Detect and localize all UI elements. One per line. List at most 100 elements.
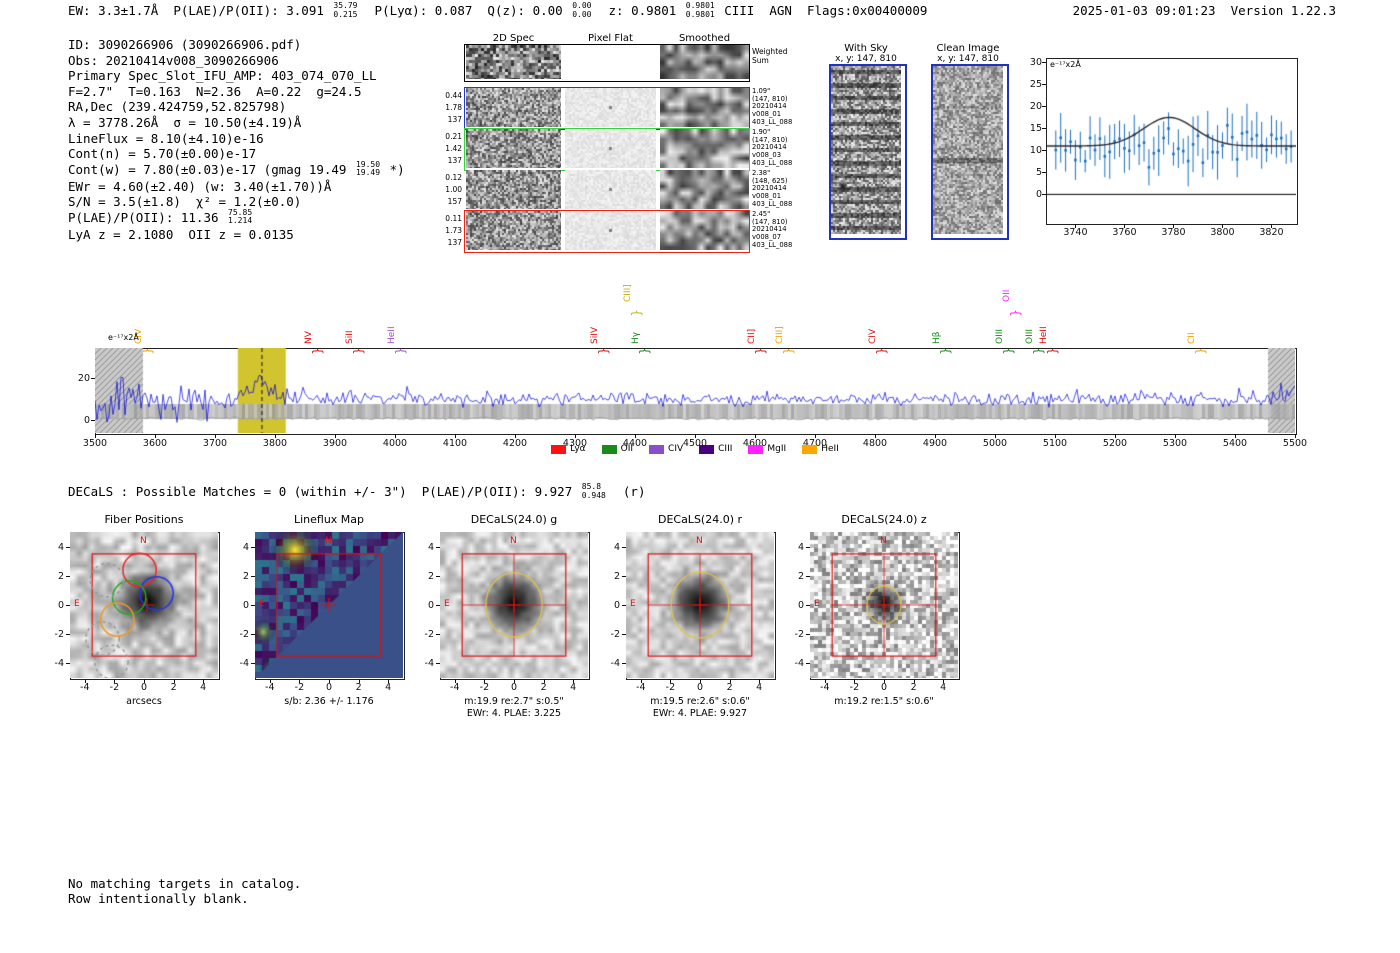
spec2d-row-pixelflat	[565, 170, 656, 209]
info-line-6-text-0: LineFlux = 8.10(±4.10)e-16	[68, 130, 264, 146]
legend-item-mgii: MgII	[748, 444, 786, 454]
mainplot-xtick: 3500	[82, 438, 108, 449]
axis-tick-mark	[622, 605, 626, 606]
compass-east: E	[814, 599, 820, 609]
axis-tick-mark	[815, 434, 816, 438]
mainplot-xtick: 4000	[382, 438, 408, 449]
cutout-ytick: 4	[613, 541, 620, 553]
spec2d-right-value: 1.90"	[752, 128, 771, 136]
axis-tick-mark	[436, 546, 440, 548]
cleanimage-image	[933, 66, 1003, 234]
spec2d-weighted-2dspec	[466, 45, 561, 79]
cutout-xtick: 4	[200, 682, 207, 693]
spec2d-left-value: 137	[447, 115, 462, 124]
mainplot-xtick: 5200	[1102, 438, 1128, 449]
mainplot-xtick: 3700	[202, 438, 228, 449]
axis-tick-mark	[755, 434, 756, 438]
header-frac-5-top: 0.9801	[685, 1, 715, 10]
header-frac-5-bottom: 0.9801	[685, 9, 715, 19]
mainplot-ytick: 20	[77, 372, 90, 384]
axis-tick-mark	[1175, 434, 1176, 438]
spec2d-row-smoothed	[660, 129, 749, 168]
mainplot-ytick: 0	[83, 415, 90, 427]
mainplot-xtick: 5100	[1042, 438, 1068, 449]
header-frac-1-bottom: 0.215	[333, 9, 358, 19]
header-date-version: 2025-01-03 09:01:23 Version 1.22.3	[1072, 3, 1336, 18]
header-frac-1: 35.79 0.215	[333, 1, 358, 19]
cutout-ytick: 0	[427, 600, 434, 611]
info-line-7-text-0: Cont(n) = 5.70(±0.00)e-17	[68, 146, 257, 162]
axis-tick-mark	[943, 679, 945, 683]
cutout-xtick: 2	[726, 682, 733, 693]
header-text-6: CIII AGN Flags:0x00400009	[716, 3, 928, 18]
mainplot-canvas	[95, 348, 1295, 433]
axis-tick-mark	[155, 434, 156, 438]
axis-tick-mark	[913, 679, 915, 683]
spec2d-col-title: Smoothed	[678, 33, 731, 44]
mainplot-xtick: 4700	[802, 438, 828, 449]
info-line-4-text-0: RA,Dec (239.424759,52.825798)	[68, 99, 287, 115]
line-marker-label-oiii: OIII	[1025, 328, 1035, 344]
spec2d-col-title: Pixel Flat	[588, 33, 633, 44]
legend-item-civ: CIV	[649, 444, 683, 454]
detection-info-block: ID: 3090266906 (3090266906.pdf) Obs: 2021…	[68, 37, 405, 243]
cutout-ytick: -4	[54, 658, 64, 670]
cutout-xtick: 4	[940, 682, 947, 693]
fitplot-xtick: 3820	[1259, 227, 1284, 238]
cutout-ytick: -4	[239, 658, 249, 670]
spec2d-right-value: (148, 625)	[752, 176, 788, 185]
spec2d-row-right-labels: 2.45" (147, 810) 20210414 v008_07 403_LL_088	[752, 210, 802, 250]
cutout-ytick: 0	[797, 600, 804, 611]
cutout-xtick: -4	[636, 682, 646, 693]
axis-tick-mark	[66, 634, 70, 636]
cutout-xtick: 2	[170, 682, 177, 693]
mainplot-units-annotation: e⁻¹⁷x2Å	[108, 333, 139, 342]
compass-east: E	[259, 599, 265, 609]
cutout-image-1	[255, 532, 403, 678]
mainplot-xtick: 4800	[862, 438, 888, 449]
axis-tick-mark	[66, 605, 70, 606]
weighted-row-border	[464, 44, 750, 82]
spec2d-row-pixelflat	[565, 129, 656, 168]
axis-tick-mark	[484, 679, 486, 683]
axis-tick-mark	[640, 679, 642, 683]
axis-tick-mark	[806, 663, 810, 665]
axis-tick-mark	[729, 679, 731, 683]
cutout-xlabel-1: s/b: 2.36 +/- 1.176	[284, 696, 374, 707]
cutout-ytick: 4	[797, 541, 804, 553]
cutout-ytick: 2	[613, 570, 620, 582]
fitplot-ytick: 5	[1035, 167, 1042, 179]
cutout-ytick: 0	[242, 600, 249, 611]
cutout-xtick: 2	[910, 682, 917, 693]
legend-label: MgII	[767, 444, 787, 454]
spec2d-row-right-labels: 1.09" (147, 810) 20210414 v008_01 403_LL_088	[752, 87, 802, 127]
withsky-title: With Sky	[844, 43, 888, 54]
fitplot-ytick: 20	[1029, 101, 1042, 113]
cutout-xtick: 0	[140, 682, 148, 693]
cutout-ytick: 0	[57, 600, 64, 611]
info-line-8-frac-1-bottom: 19.49	[355, 168, 381, 178]
cutout-xtick: -2	[665, 682, 676, 693]
spec2d-right-value: v008_01	[752, 110, 782, 119]
axis-tick-mark	[935, 434, 936, 438]
spec2d-right-value: 403_LL_088	[752, 158, 793, 167]
info-line-11: P(LAE)/P(OII): 11.36 75.85 1.214	[68, 208, 405, 227]
cutout-ytick: 2	[427, 570, 434, 582]
cutout-xtick: -4	[820, 682, 830, 693]
axis-tick-mark	[1295, 434, 1296, 438]
axis-tick-mark	[806, 634, 810, 636]
withsky-coords: x, y: 147, 810	[835, 54, 897, 64]
axis-tick-mark	[884, 679, 885, 683]
line-marker-label-oii: OII	[1001, 289, 1012, 302]
cutout-ytick: 4	[242, 541, 249, 553]
axis-tick-mark	[251, 663, 255, 665]
spec2d-row-left-labels: 0.11 1.73 137	[430, 213, 462, 249]
axis-tick-mark	[66, 663, 70, 665]
cutout-image-3	[626, 532, 774, 678]
cutout-xlabel-2: m:19.9 re:2.7" s:0.5"	[464, 696, 564, 707]
line-marker-label-civ: CIV	[867, 328, 878, 344]
legend-row: Lyα OII CIV CIII MgII HeII	[95, 444, 1295, 454]
spec2d-weighted-smoothed	[660, 45, 749, 79]
axis-tick-mark	[329, 679, 330, 683]
